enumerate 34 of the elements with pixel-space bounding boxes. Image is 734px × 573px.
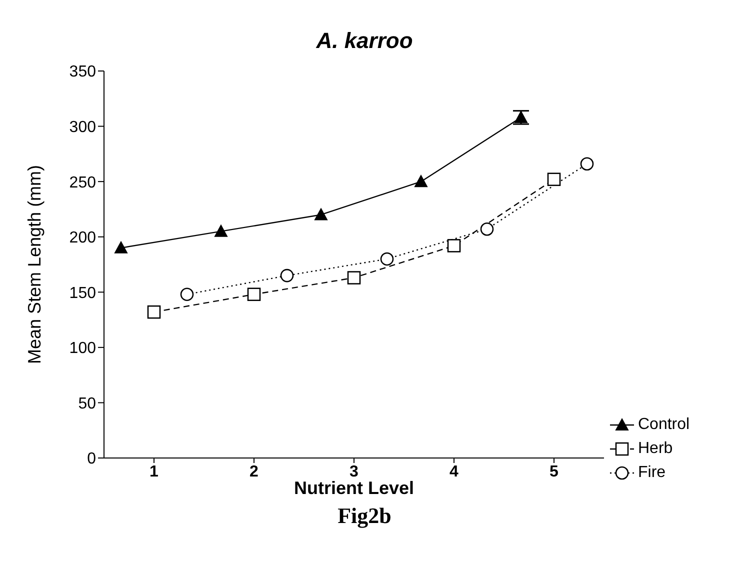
y-tick-label: 250 xyxy=(69,174,96,192)
legend-label: Control xyxy=(638,416,690,434)
y-axis-title: Mean Stem Length (mm) xyxy=(24,164,44,364)
x-tick-label: 3 xyxy=(350,463,359,480)
y-tick-label: 200 xyxy=(69,230,96,247)
y-tick-label: 0 xyxy=(87,450,96,468)
point xyxy=(214,224,228,237)
legend-label: Fire xyxy=(638,464,666,482)
point xyxy=(380,252,394,266)
point xyxy=(480,222,494,236)
point xyxy=(314,208,328,220)
x-tick-label: 2 xyxy=(250,463,259,480)
x-tick-label: 5 xyxy=(550,463,559,480)
y-tick-label: 100 xyxy=(69,340,96,358)
point xyxy=(580,157,594,171)
caption: Fig2b xyxy=(336,503,392,529)
point xyxy=(114,241,128,254)
point xyxy=(280,268,294,282)
point xyxy=(247,288,261,302)
x-tick-label: 1 xyxy=(150,463,159,480)
legend-label: Herb xyxy=(638,440,673,458)
point xyxy=(547,172,561,186)
point xyxy=(347,271,361,284)
chart-title: A. karroo xyxy=(315,28,414,54)
point xyxy=(447,239,461,252)
y-tick-label: 300 xyxy=(69,118,96,136)
point xyxy=(414,175,428,188)
point xyxy=(147,305,161,319)
y-tick-label: 150 xyxy=(69,284,96,302)
y-tick-label: 50 xyxy=(78,395,96,412)
point xyxy=(180,288,194,302)
x-axis-title: Nutrient Level xyxy=(294,478,414,498)
x-tick-label: 4 xyxy=(450,463,459,480)
y-tick-label: 350 xyxy=(69,64,96,81)
